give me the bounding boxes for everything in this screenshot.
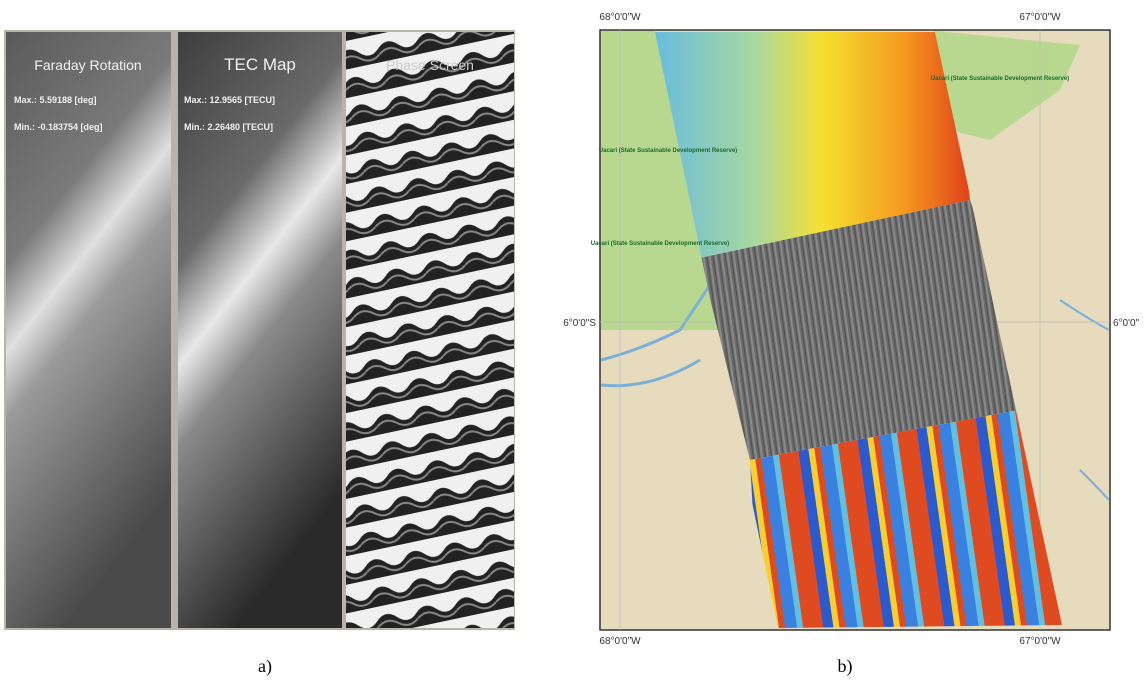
panel-a: Faraday Rotation Max.: 5.59188 [deg] Min…	[4, 30, 515, 677]
lat-label: 6°0'0"	[1113, 318, 1140, 329]
reserve-label: Uacari (State Sustainable Development Re…	[591, 241, 729, 247]
strip-title: Phase Screen	[386, 57, 474, 73]
reserve-label: Uacari (State Sustainable Development Re…	[931, 76, 1069, 82]
lon-label: 67°0'0"W	[1019, 12, 1061, 23]
strip-min: Min.: 2.26480 [TECU]	[184, 122, 273, 132]
lon-label: 68°0'0"W	[599, 12, 641, 23]
figure: Faraday Rotation Max.: 5.59188 [deg] Min…	[0, 0, 1146, 685]
lon-label: 68°0'0"W	[599, 636, 641, 647]
strip-max: Max.: 5.59188 [deg]	[14, 95, 97, 105]
strip-title: TEC Map	[224, 55, 296, 74]
strip-title: Faraday Rotation	[34, 57, 141, 73]
strip-max: Max.: 12.9565 [TECU]	[184, 95, 275, 105]
caption: b)	[838, 656, 853, 677]
phase-image	[346, 32, 514, 628]
reserve-label: Uacari (State Sustainable Development Re…	[599, 148, 737, 154]
panel-b: Uacari (State Sustainable Development Re…	[563, 12, 1139, 677]
lat-label: 6°0'0"S	[563, 318, 596, 329]
strip-min: Min.: -0.183754 [deg]	[14, 122, 103, 132]
lon-label: 67°0'0"W	[1019, 636, 1061, 647]
caption: a)	[258, 656, 272, 677]
